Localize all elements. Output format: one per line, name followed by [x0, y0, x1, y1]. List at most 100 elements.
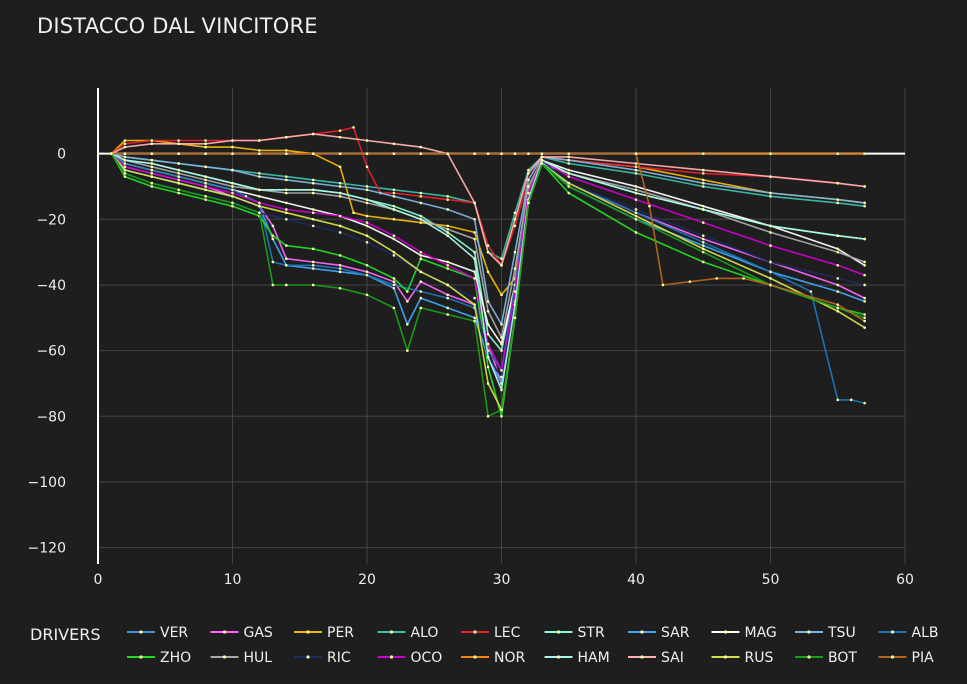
- data-point-rus: [231, 195, 234, 198]
- data-point-zho: [500, 414, 503, 418]
- data-point-bot: [567, 185, 571, 188]
- data-point-bot: [419, 306, 423, 310]
- data-point-zho: [634, 231, 638, 234]
- data-point-sai: [123, 145, 127, 149]
- data-point-ham: [473, 257, 476, 261]
- data-point-zho: [567, 191, 571, 195]
- data-point-mag: [500, 342, 503, 346]
- data-point-mag: [634, 185, 638, 188]
- data-point-zho: [311, 247, 315, 251]
- data-point-bot: [271, 283, 275, 287]
- data-point-ham: [123, 158, 127, 162]
- data-point-bot: [406, 349, 409, 352]
- data-point-sar: [473, 316, 476, 320]
- data-point-sar: [419, 296, 423, 300]
- data-point-oco: [285, 208, 288, 211]
- data-point-alb: [701, 240, 705, 244]
- data-point-sai: [836, 181, 840, 185]
- data-point-pia: [769, 283, 772, 287]
- legend-marker-ver: [139, 630, 143, 634]
- data-point-sai: [540, 155, 544, 159]
- data-point-sai: [338, 135, 342, 139]
- data-point-gas: [863, 296, 866, 300]
- legend-label-ver: VER: [160, 625, 188, 641]
- data-point-pia: [661, 283, 665, 287]
- data-point-zho: [365, 263, 369, 267]
- data-point-tsu: [338, 185, 342, 188]
- data-point-str: [500, 349, 503, 352]
- data-point-tsu: [701, 181, 705, 185]
- data-point-rus: [419, 270, 423, 274]
- data-point-gas: [392, 280, 396, 283]
- data-point-sai: [392, 142, 396, 146]
- data-point-oco: [204, 185, 207, 188]
- data-point-pia: [715, 277, 718, 280]
- data-point-sai: [500, 263, 503, 267]
- data-point-zho: [406, 290, 409, 293]
- data-point-ham: [634, 191, 638, 195]
- y-tick-label: −120: [28, 541, 66, 557]
- data-point-per: [392, 218, 396, 221]
- data-point-bot: [285, 283, 288, 287]
- legend-marker-sai: [640, 655, 644, 659]
- data-point-ham: [419, 218, 423, 221]
- data-point-alo: [836, 201, 840, 205]
- data-point-lec: [177, 139, 180, 142]
- data-point-ham: [863, 237, 866, 241]
- legend-marker-ric: [306, 655, 310, 659]
- data-point-tsu: [513, 250, 517, 254]
- data-point-lec: [419, 195, 423, 198]
- data-point-lec: [365, 165, 369, 169]
- data-point-mag: [419, 254, 423, 257]
- legend-label-per: PER: [327, 625, 354, 641]
- data-point-ham: [836, 234, 840, 238]
- data-point-bot: [446, 313, 450, 316]
- y-tick-label: 0: [57, 147, 66, 163]
- data-point-bot: [634, 218, 638, 221]
- data-point-zho: [231, 204, 234, 208]
- data-point-per: [123, 139, 127, 142]
- data-point-alo: [769, 195, 772, 198]
- data-point-tsu: [285, 178, 288, 182]
- data-point-alb: [285, 263, 288, 267]
- legend-label-gas: GAS: [244, 625, 273, 641]
- data-point-pia: [836, 303, 840, 306]
- legend-marker-hul: [222, 655, 227, 659]
- legend-marker-oco: [389, 655, 394, 659]
- data-point-hul: [446, 227, 450, 231]
- data-point-lec: [634, 165, 638, 169]
- data-point-hul: [500, 336, 503, 339]
- data-point-alb: [177, 175, 180, 178]
- data-point-gas: [836, 283, 840, 287]
- data-point-ham: [231, 181, 234, 185]
- data-point-alb: [809, 290, 813, 293]
- data-point-tsu: [500, 323, 503, 326]
- data-point-zho: [486, 365, 490, 369]
- data-point-alo: [419, 191, 423, 195]
- data-point-lec: [446, 198, 450, 201]
- data-point-sai: [204, 142, 207, 146]
- data-point-alo: [863, 204, 866, 208]
- data-point-ric: [769, 260, 772, 264]
- data-point-ham: [311, 188, 315, 192]
- x-tick-label: 0: [94, 572, 103, 588]
- data-point-alb: [271, 260, 275, 264]
- data-point-ric: [392, 254, 396, 257]
- data-point-tsu: [419, 201, 423, 205]
- data-point-tsu: [527, 178, 530, 182]
- data-point-sar: [338, 270, 342, 274]
- data-point-tsu: [258, 175, 261, 178]
- data-point-rus: [486, 382, 490, 385]
- data-point-pia: [446, 152, 450, 155]
- data-point-per: [231, 145, 234, 149]
- data-point-ham: [540, 158, 544, 162]
- data-point-gas: [419, 280, 423, 283]
- data-point-pia: [311, 152, 315, 155]
- data-point-bot: [486, 414, 490, 418]
- legend-marker-pia: [890, 655, 895, 659]
- data-point-ham: [567, 172, 571, 175]
- data-point-pia: [567, 152, 571, 155]
- data-point-rus: [311, 218, 315, 221]
- data-point-oco: [486, 342, 490, 346]
- data-point-tsu: [567, 158, 571, 162]
